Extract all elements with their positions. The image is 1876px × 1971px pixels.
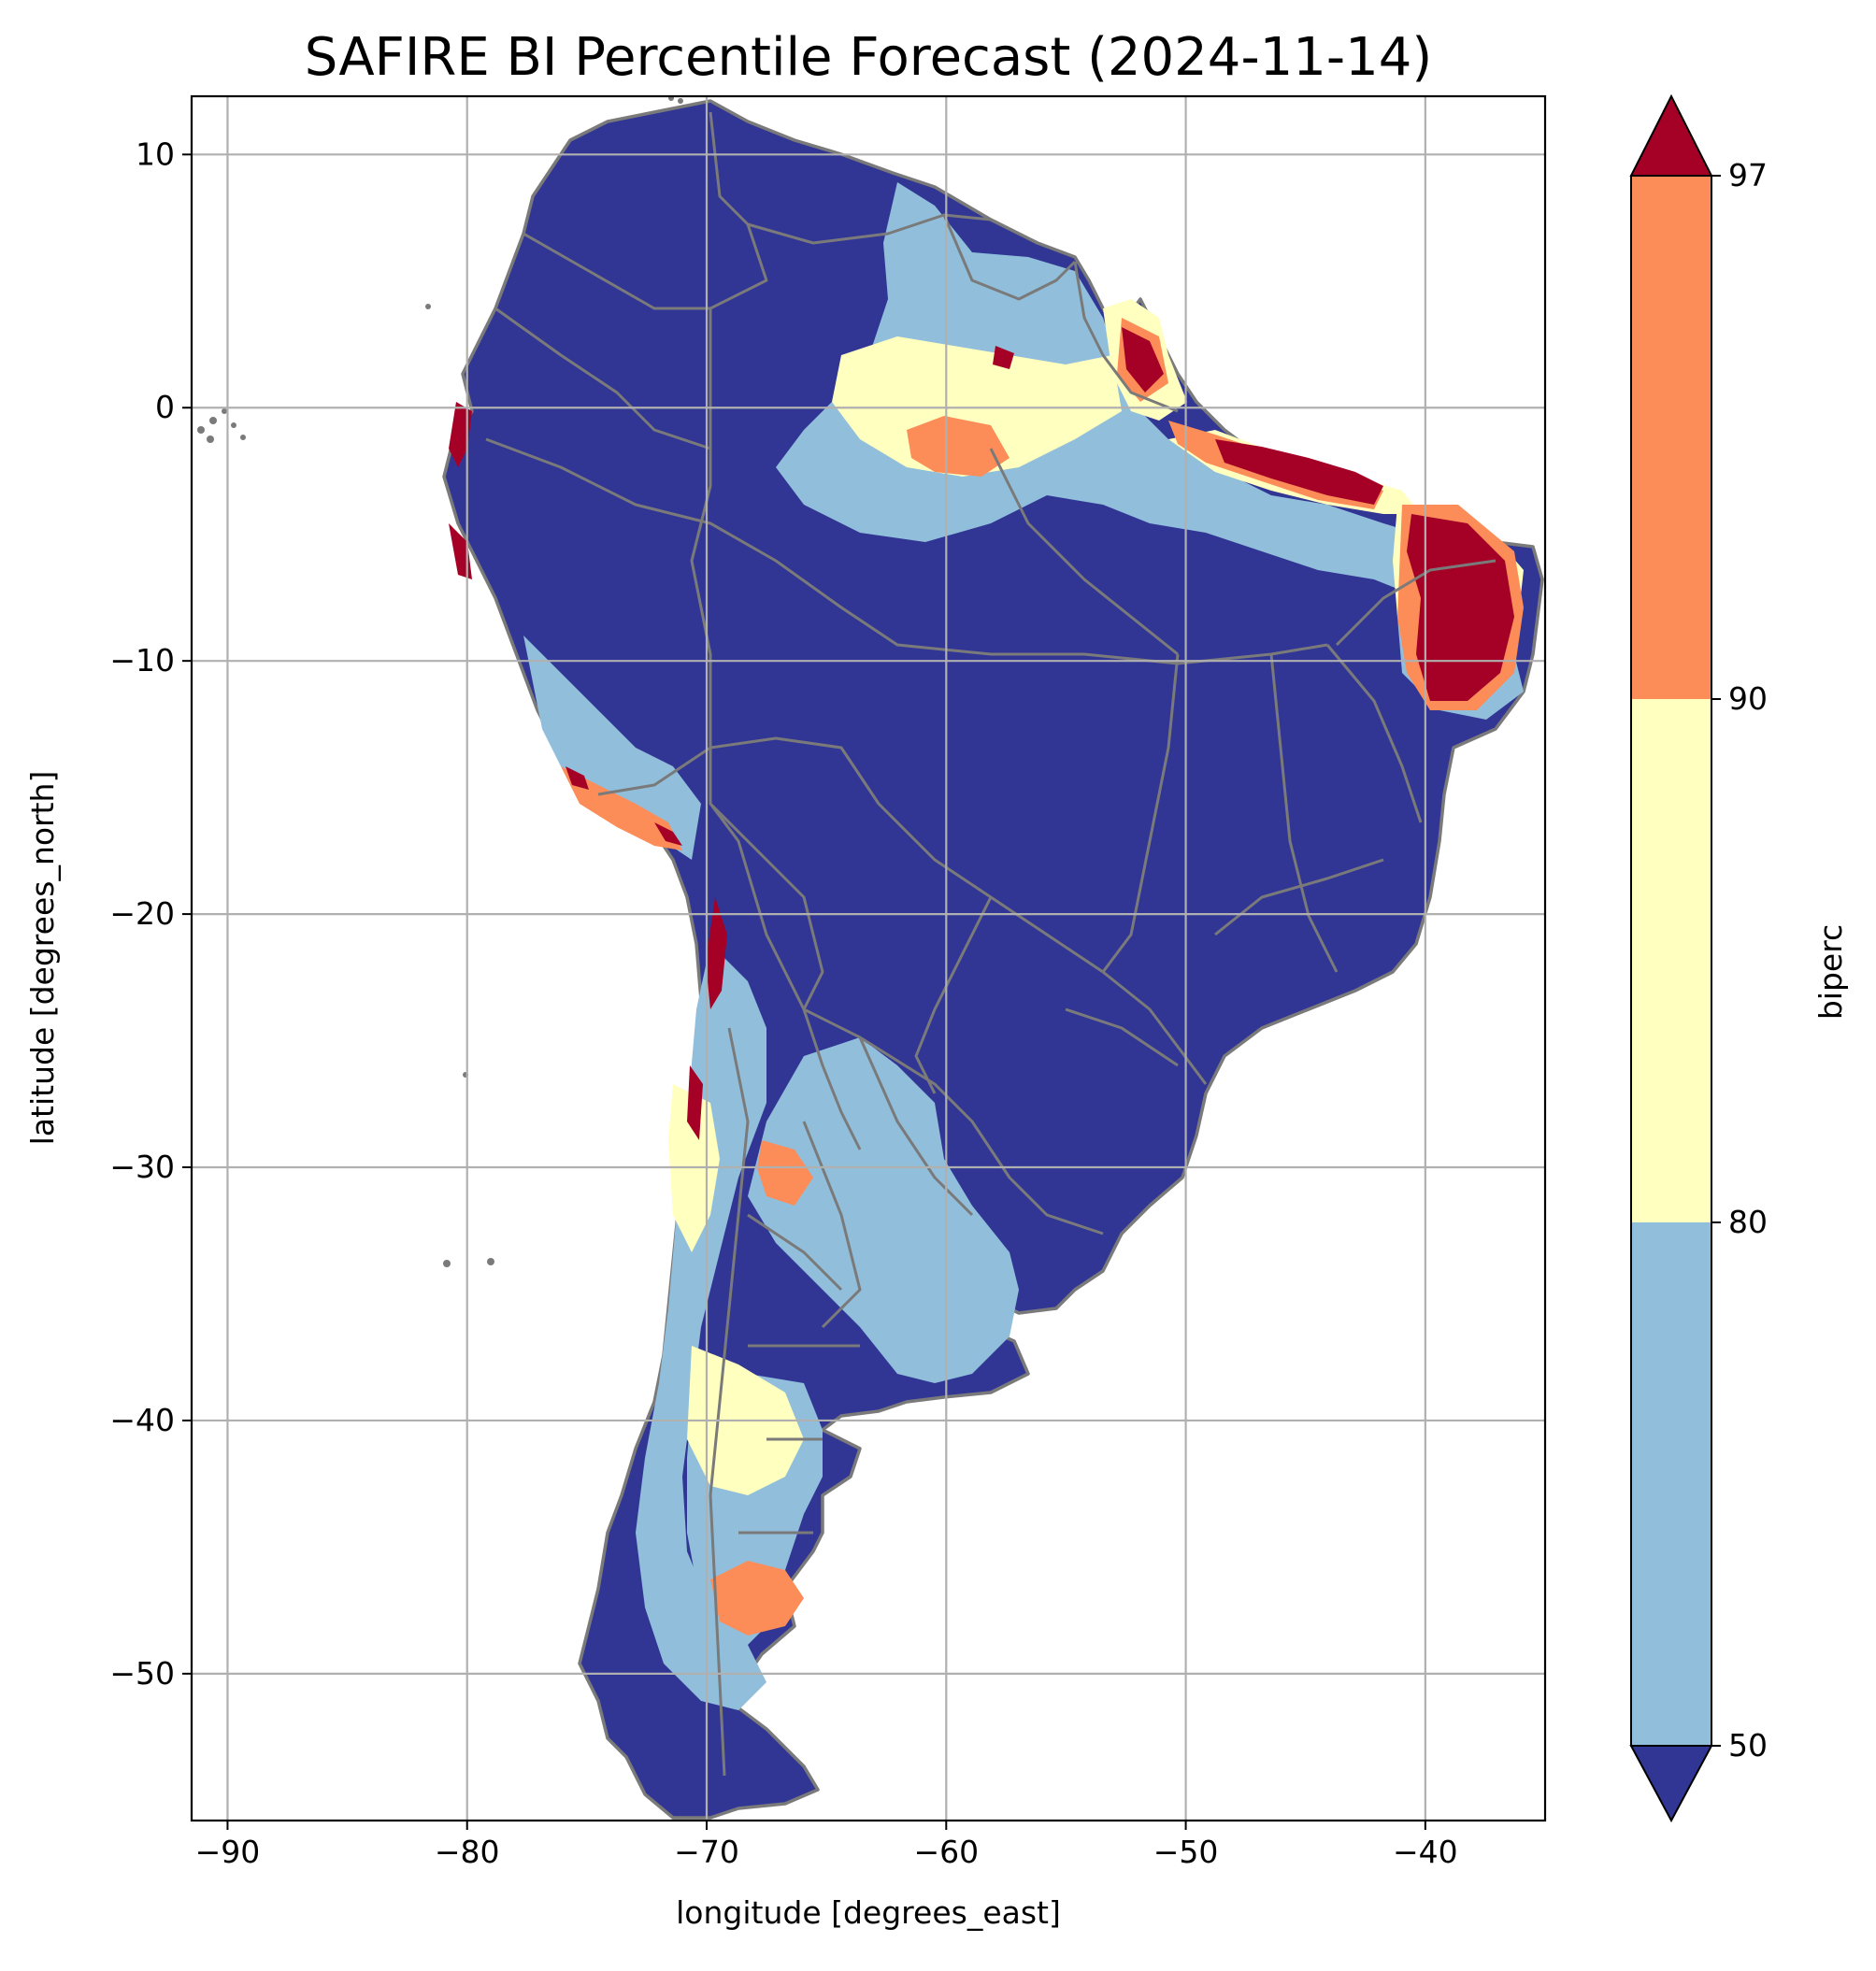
colorbar-bin-90-97	[1631, 176, 1711, 699]
x-tick-label: −50	[1153, 1834, 1219, 1870]
x-axis-label: longitude [degrees_east]	[676, 1894, 1061, 1931]
colorbar-frame	[1630, 175, 1712, 1747]
y-tick-label: −10	[109, 642, 175, 678]
plot-frame	[190, 94, 1547, 1822]
y-axis: 10 0 −10 −20 −30 −40 −50	[109, 136, 192, 1692]
plot-area	[192, 96, 1545, 1821]
colorbar-bin-50-80	[1631, 1222, 1711, 1746]
y-tick-label: −30	[109, 1149, 175, 1185]
colorbar-extend-bottom	[1629, 1745, 1713, 1823]
x-tick-label: −80	[435, 1834, 500, 1870]
gridlines	[192, 96, 1545, 1821]
colorbar-extend-top	[1629, 93, 1713, 177]
y-tick-label: −50	[109, 1655, 175, 1692]
chart-title: SAFIRE BI Percentile Forecast (2024-11-1…	[305, 27, 1432, 88]
country-borders	[485, 111, 1497, 1777]
x-axis: −90 −80 −70 −60 −50 −40	[195, 1821, 1458, 1870]
colorbar-bin-80-90	[1631, 699, 1711, 1222]
y-tick-label: −20	[109, 895, 175, 932]
x-tick-label: −90	[195, 1834, 261, 1870]
zone-over-97	[449, 327, 1514, 1140]
y-tick-label: 10	[136, 136, 175, 172]
y-tick-label: −40	[109, 1402, 175, 1438]
x-tick-label: −60	[913, 1834, 979, 1870]
x-tick-label: −40	[1393, 1834, 1458, 1870]
colorbar-tick-label: 97	[1728, 157, 1768, 193]
y-tick-label: 0	[155, 389, 175, 425]
x-tick-label: −70	[674, 1834, 739, 1870]
y-axis-label: latitude [degrees_north]	[24, 771, 61, 1146]
colorbar-tick-label: 90	[1728, 680, 1768, 717]
colorbar-tick-label: 50	[1728, 1727, 1768, 1764]
islands	[197, 96, 683, 1267]
colorbar-tick-label: 80	[1728, 1204, 1768, 1240]
colorbar: 50 80 90 97	[1629, 93, 1768, 1823]
colorbar-label: biperc	[1812, 924, 1849, 1020]
